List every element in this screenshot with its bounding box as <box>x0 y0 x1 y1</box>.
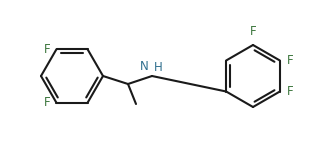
Text: N: N <box>140 60 149 73</box>
Text: F: F <box>287 54 293 67</box>
Text: F: F <box>250 25 256 38</box>
Text: F: F <box>287 85 293 98</box>
Text: F: F <box>44 43 51 56</box>
Text: F: F <box>44 96 51 109</box>
Text: H: H <box>154 61 163 74</box>
